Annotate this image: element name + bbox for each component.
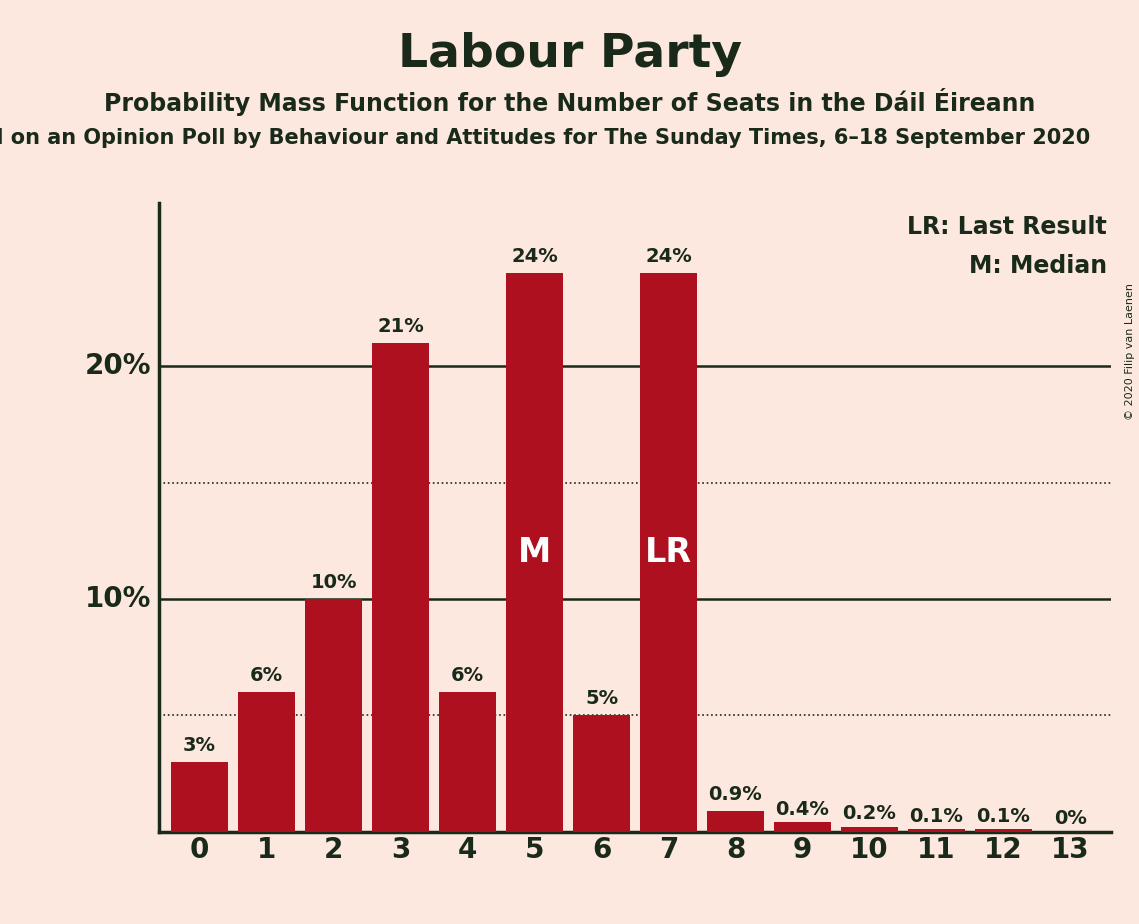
- Text: © 2020 Filip van Laenen: © 2020 Filip van Laenen: [1125, 283, 1134, 419]
- Text: 3%: 3%: [183, 736, 216, 755]
- Bar: [372, 343, 429, 832]
- Bar: [975, 829, 1032, 832]
- Text: M: Median: M: Median: [969, 254, 1107, 278]
- Text: 5%: 5%: [585, 689, 618, 709]
- Text: Based on an Opinion Poll by Behaviour and Attitudes for The Sunday Times, 6–18 S: Based on an Opinion Poll by Behaviour an…: [0, 128, 1090, 148]
- Bar: [841, 827, 898, 832]
- Text: 0.2%: 0.2%: [843, 805, 896, 823]
- Bar: [506, 274, 563, 832]
- Text: 24%: 24%: [645, 247, 691, 266]
- Bar: [440, 692, 495, 832]
- Text: 6%: 6%: [451, 666, 484, 685]
- Text: Labour Party: Labour Party: [398, 32, 741, 78]
- Text: 20%: 20%: [85, 352, 151, 380]
- Text: 21%: 21%: [377, 317, 424, 336]
- Text: 6%: 6%: [251, 666, 284, 685]
- Bar: [640, 274, 697, 832]
- Text: 10%: 10%: [85, 585, 151, 613]
- Text: 0.1%: 0.1%: [909, 807, 964, 826]
- Text: 0%: 0%: [1054, 809, 1087, 828]
- Bar: [171, 761, 228, 832]
- Text: 0.4%: 0.4%: [776, 800, 829, 819]
- Text: 0.9%: 0.9%: [708, 784, 762, 804]
- Text: LR: LR: [645, 536, 693, 569]
- Bar: [707, 810, 764, 832]
- Bar: [305, 599, 362, 832]
- Bar: [238, 692, 295, 832]
- Bar: [775, 822, 830, 832]
- Text: M: M: [518, 536, 551, 569]
- Text: 0.1%: 0.1%: [976, 807, 1031, 826]
- Text: Probability Mass Function for the Number of Seats in the Dáil Éireann: Probability Mass Function for the Number…: [104, 88, 1035, 116]
- Bar: [908, 829, 965, 832]
- Text: LR: Last Result: LR: Last Result: [908, 215, 1107, 239]
- Text: 10%: 10%: [310, 573, 357, 592]
- Bar: [573, 715, 630, 832]
- Text: 24%: 24%: [511, 247, 558, 266]
